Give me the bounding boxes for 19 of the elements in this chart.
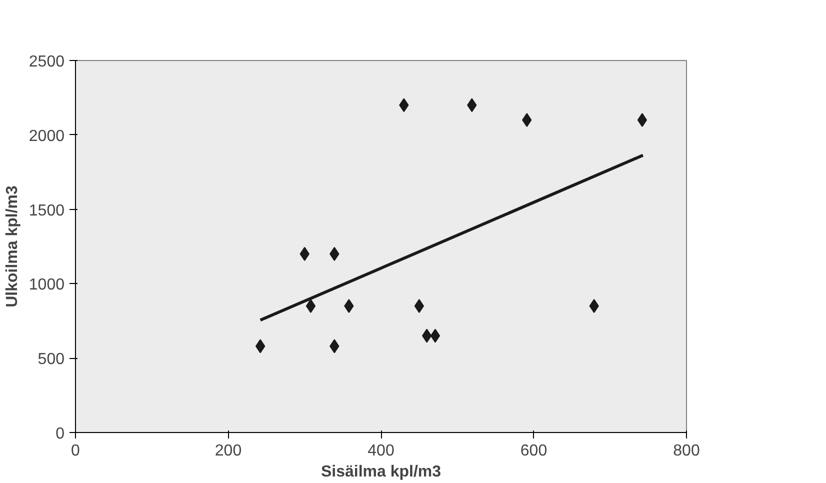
point [637,113,648,128]
x-tick-label: 400 [368,442,394,460]
point [430,328,440,343]
x-tick-label: 600 [520,442,548,460]
y-tick-label: 1500 [28,202,65,220]
point [306,299,316,314]
y-tick-label: 2000 [28,128,65,145]
point [414,299,424,314]
y-tick-label: 0 [56,426,65,442]
y-axis-title: Ulkoilma kpl/m3 [4,185,21,308]
point [422,328,432,343]
x-tick-label: 0 [71,442,80,460]
x-tick-label: 800 [673,442,700,460]
y-tick-label: 2500 [28,54,65,70]
point [255,339,266,354]
x-axis-title: Sisäilma kpl/m3 [320,464,442,480]
y-tick-label: 500 [38,351,65,368]
x-tick-label: 200 [214,442,242,460]
y-tick-label: 1000 [28,276,65,294]
